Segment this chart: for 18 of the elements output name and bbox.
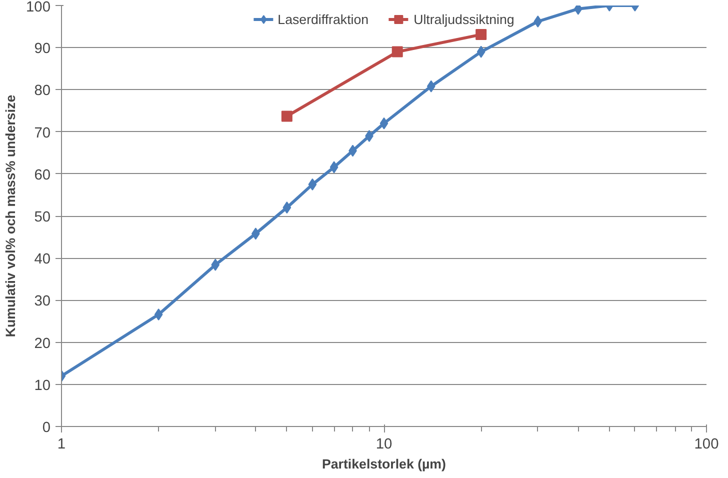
y-tick-label: 70	[34, 125, 51, 142]
y-tick-label: 60	[34, 167, 51, 184]
x-tick-label: 1	[57, 436, 66, 452]
legend-label: Laserdiffraktion	[278, 12, 369, 26]
y-tick-label: 0	[42, 420, 51, 436]
y-axis-title: Kumulativ vol% och mass% undersize	[3, 94, 18, 338]
x-tick-label: 100	[694, 436, 719, 452]
x-tick-label: 10	[376, 436, 392, 452]
y-tick-label: 50	[34, 210, 51, 226]
y-tick-label: 90	[34, 41, 51, 58]
y-tick-label: 20	[34, 336, 51, 352]
x-axis-title: Partikelstorlek (µm)	[322, 456, 446, 472]
y-tick-label: 30	[34, 294, 51, 310]
y-tick-label: 80	[34, 83, 51, 100]
y-tick-label: 10	[34, 378, 51, 394]
legend-label: Ultraljudssiktning	[414, 12, 514, 26]
y-tick-label: 40	[34, 252, 51, 268]
y-tick-label: 100	[26, 0, 51, 16]
